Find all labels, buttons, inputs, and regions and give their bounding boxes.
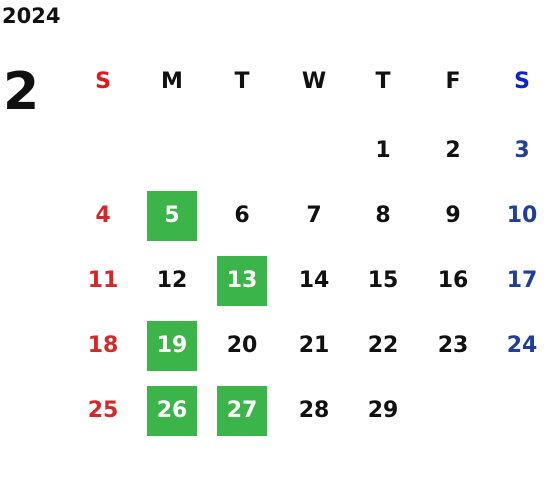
day: 7	[306, 203, 322, 228]
day: 25	[87, 398, 119, 423]
day: 24	[506, 333, 538, 358]
day: 23	[437, 333, 469, 358]
weekday-header: F	[445, 69, 461, 94]
day: 16	[437, 268, 469, 293]
month: 2	[3, 62, 40, 122]
day: 6	[234, 203, 250, 228]
day: 21	[298, 333, 330, 358]
day: 2	[445, 138, 461, 163]
weekday-header: S	[514, 69, 530, 94]
day: 9	[445, 203, 461, 228]
weekday-header: S	[95, 69, 111, 94]
weekday-header: T	[375, 69, 391, 94]
day: 22	[367, 333, 399, 358]
highlighted-day: 13	[217, 256, 267, 306]
day: 15	[367, 268, 399, 293]
weekday-header: W	[301, 69, 327, 94]
day: 4	[95, 203, 111, 228]
highlighted-day: 27	[217, 386, 267, 436]
day: 8	[375, 203, 391, 228]
day: 1	[375, 138, 391, 163]
highlighted-day: 19	[147, 321, 197, 371]
day: 28	[298, 398, 330, 423]
weekday-header: M	[161, 69, 183, 94]
day: 12	[156, 268, 188, 293]
day: 18	[87, 333, 119, 358]
year: 2024	[2, 4, 61, 28]
day: 3	[514, 138, 530, 163]
weekday-header: T	[234, 69, 250, 94]
day: 17	[506, 268, 538, 293]
day: 20	[226, 333, 258, 358]
day: 29	[367, 398, 399, 423]
highlighted-day: 26	[147, 386, 197, 436]
day: 10	[506, 203, 538, 228]
day: 11	[87, 268, 119, 293]
highlighted-day: 5	[147, 191, 197, 241]
day: 14	[298, 268, 330, 293]
